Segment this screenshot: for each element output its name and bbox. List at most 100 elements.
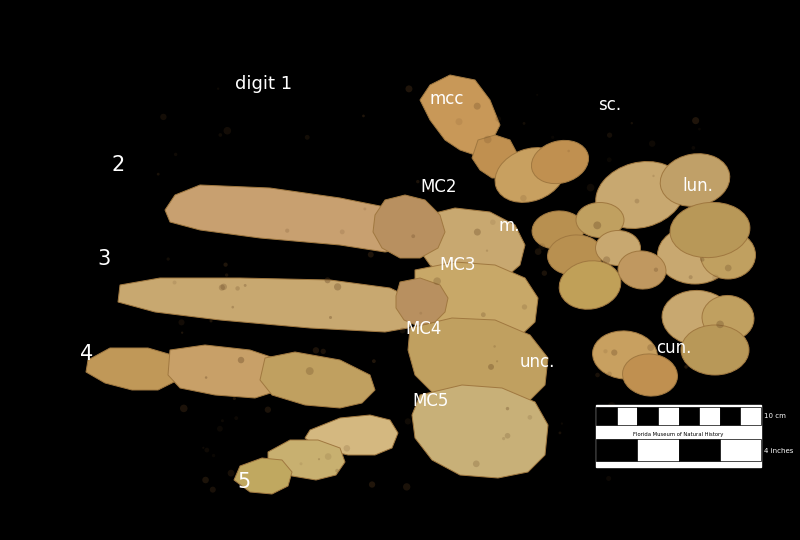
Ellipse shape	[681, 325, 749, 375]
Text: 5: 5	[238, 471, 250, 492]
Ellipse shape	[542, 271, 547, 276]
Polygon shape	[305, 415, 398, 455]
Ellipse shape	[576, 202, 624, 238]
Ellipse shape	[611, 349, 618, 356]
Text: MC5: MC5	[412, 392, 449, 410]
Ellipse shape	[488, 364, 494, 370]
Ellipse shape	[403, 483, 410, 490]
Ellipse shape	[325, 453, 331, 460]
Ellipse shape	[536, 94, 538, 96]
Ellipse shape	[495, 116, 501, 122]
Ellipse shape	[221, 284, 227, 290]
Ellipse shape	[495, 147, 565, 202]
Ellipse shape	[551, 136, 554, 139]
Ellipse shape	[218, 285, 225, 291]
Ellipse shape	[595, 373, 600, 377]
Ellipse shape	[505, 433, 510, 438]
Ellipse shape	[736, 438, 740, 442]
Polygon shape	[234, 458, 292, 494]
Text: 3: 3	[98, 249, 110, 269]
Ellipse shape	[340, 230, 345, 234]
Ellipse shape	[173, 281, 177, 285]
Ellipse shape	[559, 261, 621, 309]
Ellipse shape	[202, 447, 205, 449]
Bar	[720, 408, 740, 425]
Ellipse shape	[180, 404, 187, 412]
Bar	[617, 408, 638, 425]
Ellipse shape	[306, 367, 314, 375]
Ellipse shape	[425, 401, 427, 403]
Text: 10 cm: 10 cm	[764, 413, 786, 419]
Ellipse shape	[712, 274, 719, 281]
Text: MC2: MC2	[420, 178, 457, 197]
Ellipse shape	[586, 184, 594, 191]
Polygon shape	[165, 185, 420, 252]
Polygon shape	[415, 208, 525, 282]
Ellipse shape	[325, 278, 330, 284]
Ellipse shape	[329, 316, 332, 319]
Ellipse shape	[455, 118, 462, 125]
Ellipse shape	[502, 437, 506, 440]
Ellipse shape	[318, 458, 320, 460]
Ellipse shape	[334, 284, 342, 291]
Ellipse shape	[567, 150, 570, 152]
Ellipse shape	[630, 122, 633, 124]
Polygon shape	[420, 75, 500, 155]
Bar	[596, 408, 617, 425]
Ellipse shape	[205, 376, 207, 379]
Ellipse shape	[522, 304, 527, 309]
Text: MC3: MC3	[439, 255, 476, 274]
Ellipse shape	[652, 175, 654, 177]
Text: MC4: MC4	[406, 320, 442, 339]
Text: digit 1: digit 1	[235, 75, 293, 93]
Ellipse shape	[618, 251, 666, 289]
Bar	[720, 439, 761, 461]
Ellipse shape	[217, 426, 223, 431]
Ellipse shape	[496, 360, 498, 362]
Ellipse shape	[532, 211, 584, 249]
Ellipse shape	[702, 295, 754, 341]
Ellipse shape	[406, 85, 413, 92]
Polygon shape	[168, 345, 288, 398]
Polygon shape	[472, 135, 518, 178]
Polygon shape	[373, 195, 445, 258]
Ellipse shape	[234, 416, 238, 420]
Ellipse shape	[520, 195, 526, 201]
Ellipse shape	[160, 114, 166, 120]
Ellipse shape	[506, 407, 510, 410]
Ellipse shape	[662, 291, 734, 346]
Ellipse shape	[684, 365, 688, 369]
Text: cun.: cun.	[656, 339, 691, 357]
Bar	[638, 408, 658, 425]
Text: unc.: unc.	[520, 353, 555, 371]
Ellipse shape	[313, 347, 319, 354]
Ellipse shape	[490, 219, 495, 225]
Ellipse shape	[174, 153, 178, 156]
Ellipse shape	[698, 128, 701, 131]
Ellipse shape	[701, 231, 755, 279]
Ellipse shape	[484, 136, 491, 143]
Ellipse shape	[299, 462, 302, 465]
Polygon shape	[118, 278, 418, 332]
Ellipse shape	[716, 321, 724, 328]
Ellipse shape	[700, 258, 705, 262]
Ellipse shape	[673, 444, 678, 449]
Ellipse shape	[593, 331, 658, 379]
Polygon shape	[260, 352, 375, 408]
Ellipse shape	[639, 408, 643, 412]
Ellipse shape	[427, 187, 431, 192]
Text: 2: 2	[112, 154, 125, 175]
Ellipse shape	[244, 284, 246, 287]
Ellipse shape	[434, 278, 441, 285]
Ellipse shape	[474, 228, 481, 235]
Ellipse shape	[205, 448, 210, 453]
Bar	[699, 408, 720, 425]
Ellipse shape	[223, 127, 231, 134]
Ellipse shape	[689, 275, 693, 279]
Ellipse shape	[658, 226, 733, 284]
Ellipse shape	[285, 228, 290, 233]
Text: Florida Museum of Natural History: Florida Museum of Natural History	[634, 432, 724, 437]
Ellipse shape	[223, 262, 228, 267]
Ellipse shape	[419, 312, 422, 315]
Bar	[596, 439, 638, 461]
